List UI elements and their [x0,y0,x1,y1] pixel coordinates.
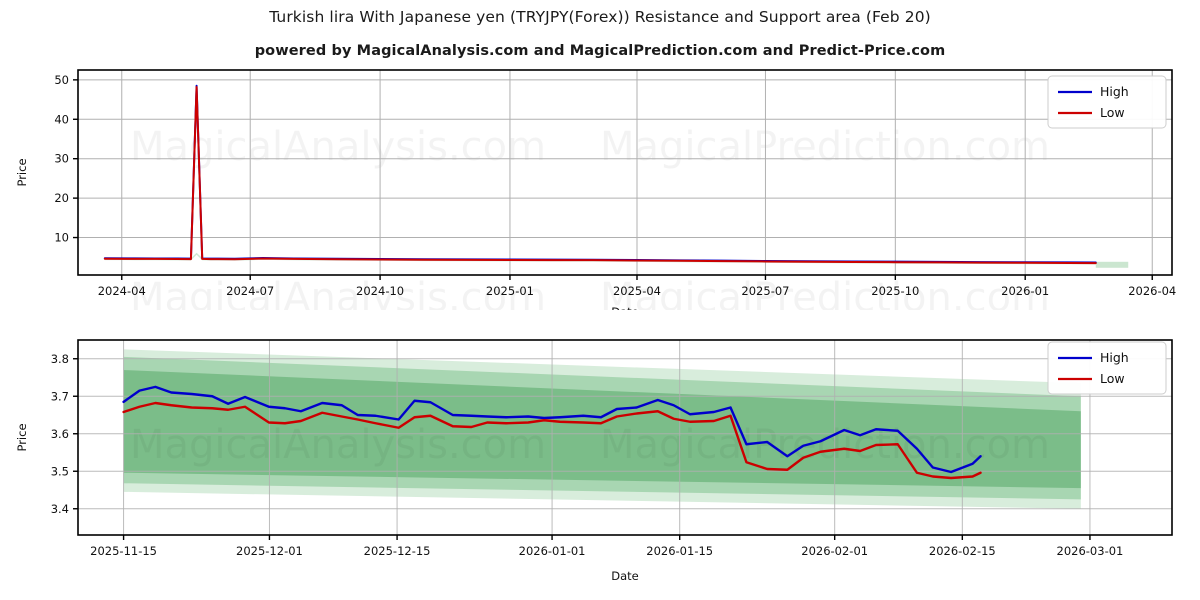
svg-text:Date: Date [611,569,639,583]
svg-text:3.5: 3.5 [51,464,69,478]
svg-text:50: 50 [54,73,69,87]
overview-chart-svg: MagicalAnalysis.com MagicalPrediction.com… [15,69,1176,310]
svg-text:MagicalAnalysis.com: MagicalAnalysis.com [130,124,546,170]
svg-text:Price: Price [15,158,29,186]
svg-text:Price: Price [15,423,29,451]
svg-text:Low: Low [1100,371,1125,386]
overview-chart-panel: MagicalAnalysis.com MagicalPrediction.com… [0,60,1200,310]
page-title: Turkish lira With Japanese yen (TRYJPY(F… [269,8,931,26]
svg-text:High: High [1100,350,1129,365]
detail-chart-panel: MagicalAnalysis.com MagicalPrediction.com… [0,330,1200,600]
svg-text:3.7: 3.7 [51,389,69,403]
svg-text:MagicalAnalysis.com: MagicalAnalysis.com [130,422,546,468]
svg-text:2025-07: 2025-07 [741,284,789,298]
svg-text:Date: Date [611,305,639,310]
svg-text:2025-10: 2025-10 [871,284,919,298]
svg-text:High: High [1100,84,1129,99]
svg-text:2024-04: 2024-04 [98,284,146,298]
svg-text:2025-12-15: 2025-12-15 [364,544,431,558]
detail-chart-svg: MagicalAnalysis.com MagicalPrediction.com… [15,339,1173,583]
svg-text:2026-01-01: 2026-01-01 [519,544,586,558]
svg-text:MagicalPrediction.com: MagicalPrediction.com [600,275,1050,310]
svg-text:30: 30 [54,152,69,166]
svg-text:3.6: 3.6 [51,427,69,441]
svg-text:2026-02-15: 2026-02-15 [929,544,996,558]
svg-text:2024-07: 2024-07 [226,284,274,298]
svg-text:10: 10 [54,231,69,245]
svg-text:2025-11-15: 2025-11-15 [90,544,157,558]
svg-text:2026-03-01: 2026-03-01 [1057,544,1124,558]
svg-text:2026-04: 2026-04 [1128,284,1176,298]
svg-text:2025-01: 2025-01 [486,284,534,298]
svg-text:2026-02-01: 2026-02-01 [801,544,868,558]
svg-text:MagicalPrediction.com: MagicalPrediction.com [600,124,1050,170]
svg-text:2025-04: 2025-04 [613,284,661,298]
svg-text:2024-10: 2024-10 [356,284,404,298]
svg-text:3.8: 3.8 [51,352,69,366]
svg-text:MagicalAnalysis.com: MagicalAnalysis.com [130,275,546,310]
svg-text:3.4: 3.4 [51,502,69,516]
svg-text:2025-12-01: 2025-12-01 [236,544,303,558]
svg-text:2026-01-15: 2026-01-15 [646,544,713,558]
svg-text:40: 40 [54,112,69,126]
svg-text:2026-01: 2026-01 [1001,284,1049,298]
svg-text:MagicalPrediction.com: MagicalPrediction.com [600,422,1050,468]
page-subtitle: powered by MagicalAnalysis.com and Magic… [254,43,946,59]
svg-text:20: 20 [54,191,69,205]
svg-text:Low: Low [1100,105,1125,120]
